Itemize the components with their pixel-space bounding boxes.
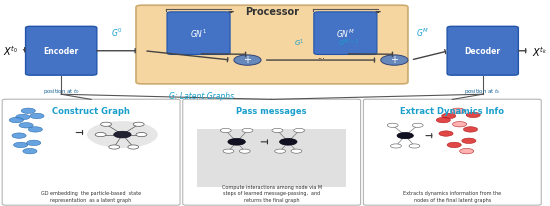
- FancyBboxPatch shape: [183, 100, 361, 205]
- Circle shape: [279, 139, 297, 145]
- Text: Compute interactions among node via M
steps of learned message-passing,  and
ret: Compute interactions among node via M st…: [222, 184, 322, 202]
- FancyBboxPatch shape: [447, 27, 518, 76]
- Circle shape: [242, 129, 253, 133]
- Circle shape: [28, 127, 42, 132]
- Text: Construct Graph: Construct Graph: [52, 106, 130, 115]
- FancyBboxPatch shape: [167, 13, 230, 55]
- Text: $G^1$: $G^1$: [294, 37, 304, 48]
- Circle shape: [436, 118, 450, 123]
- Text: Encoder: Encoder: [43, 47, 79, 56]
- Circle shape: [239, 149, 250, 153]
- Text: Decoder: Decoder: [465, 47, 501, 56]
- Circle shape: [466, 113, 480, 118]
- Text: ...: ...: [317, 52, 325, 61]
- Text: Pass messages: Pass messages: [236, 106, 307, 115]
- Circle shape: [291, 149, 302, 153]
- Circle shape: [453, 122, 467, 127]
- Bar: [197, 130, 346, 187]
- Circle shape: [87, 122, 158, 148]
- Circle shape: [447, 143, 461, 148]
- Text: $X^{t_0}$: $X^{t_0}$: [3, 44, 18, 57]
- Circle shape: [136, 133, 147, 137]
- FancyBboxPatch shape: [314, 13, 377, 55]
- Text: Extracts dynamics information from the
nodes of the final latent graphs: Extracts dynamics information from the n…: [403, 190, 502, 202]
- FancyBboxPatch shape: [25, 27, 97, 76]
- Circle shape: [128, 145, 139, 149]
- Circle shape: [9, 118, 24, 123]
- Circle shape: [274, 149, 285, 153]
- Circle shape: [23, 149, 37, 154]
- Circle shape: [387, 124, 398, 128]
- Circle shape: [409, 144, 420, 148]
- Text: $GN^M$: $GN^M$: [336, 28, 355, 40]
- Text: $GN^1$: $GN^1$: [190, 28, 207, 40]
- Circle shape: [272, 129, 283, 133]
- Text: $X^{t_k}$: $X^{t_k}$: [532, 45, 547, 58]
- Circle shape: [14, 143, 28, 148]
- Circle shape: [114, 132, 131, 138]
- Circle shape: [16, 115, 30, 120]
- FancyBboxPatch shape: [364, 100, 541, 205]
- Circle shape: [397, 133, 414, 139]
- Circle shape: [133, 123, 144, 127]
- Text: $G^M$: $G^M$: [416, 27, 430, 39]
- Text: Processor: Processor: [245, 7, 299, 17]
- Circle shape: [95, 133, 106, 137]
- Circle shape: [439, 131, 453, 137]
- Circle shape: [30, 114, 44, 119]
- Circle shape: [464, 127, 477, 132]
- Circle shape: [381, 56, 408, 66]
- Circle shape: [451, 109, 465, 114]
- Text: $G^{M-1}$: $G^{M-1}$: [338, 37, 359, 48]
- Circle shape: [19, 123, 33, 128]
- Circle shape: [442, 114, 456, 119]
- Text: position at $t_0$: position at $t_0$: [42, 87, 80, 95]
- Text: GD embedding  the particle-based  state
representation  as a latent graph: GD embedding the particle-based state re…: [41, 190, 141, 202]
- FancyBboxPatch shape: [136, 6, 408, 84]
- Text: Extract Dynamics Info: Extract Dynamics Info: [400, 106, 504, 115]
- Text: +: +: [244, 55, 251, 65]
- FancyBboxPatch shape: [2, 100, 180, 205]
- Circle shape: [228, 139, 245, 145]
- Circle shape: [221, 129, 231, 133]
- Circle shape: [412, 124, 423, 128]
- Circle shape: [101, 123, 112, 127]
- Text: G: Latent Graphs: G: Latent Graphs: [169, 92, 234, 101]
- Circle shape: [390, 144, 402, 148]
- Circle shape: [462, 138, 476, 144]
- Circle shape: [294, 129, 305, 133]
- Circle shape: [234, 56, 261, 66]
- Text: position at $t_k$: position at $t_k$: [464, 87, 502, 95]
- Text: $G^0$: $G^0$: [111, 27, 123, 39]
- Circle shape: [21, 109, 35, 114]
- Text: +: +: [390, 55, 398, 65]
- Circle shape: [109, 145, 120, 149]
- Circle shape: [12, 133, 26, 139]
- Circle shape: [26, 140, 41, 146]
- Circle shape: [223, 149, 234, 153]
- Circle shape: [460, 149, 474, 154]
